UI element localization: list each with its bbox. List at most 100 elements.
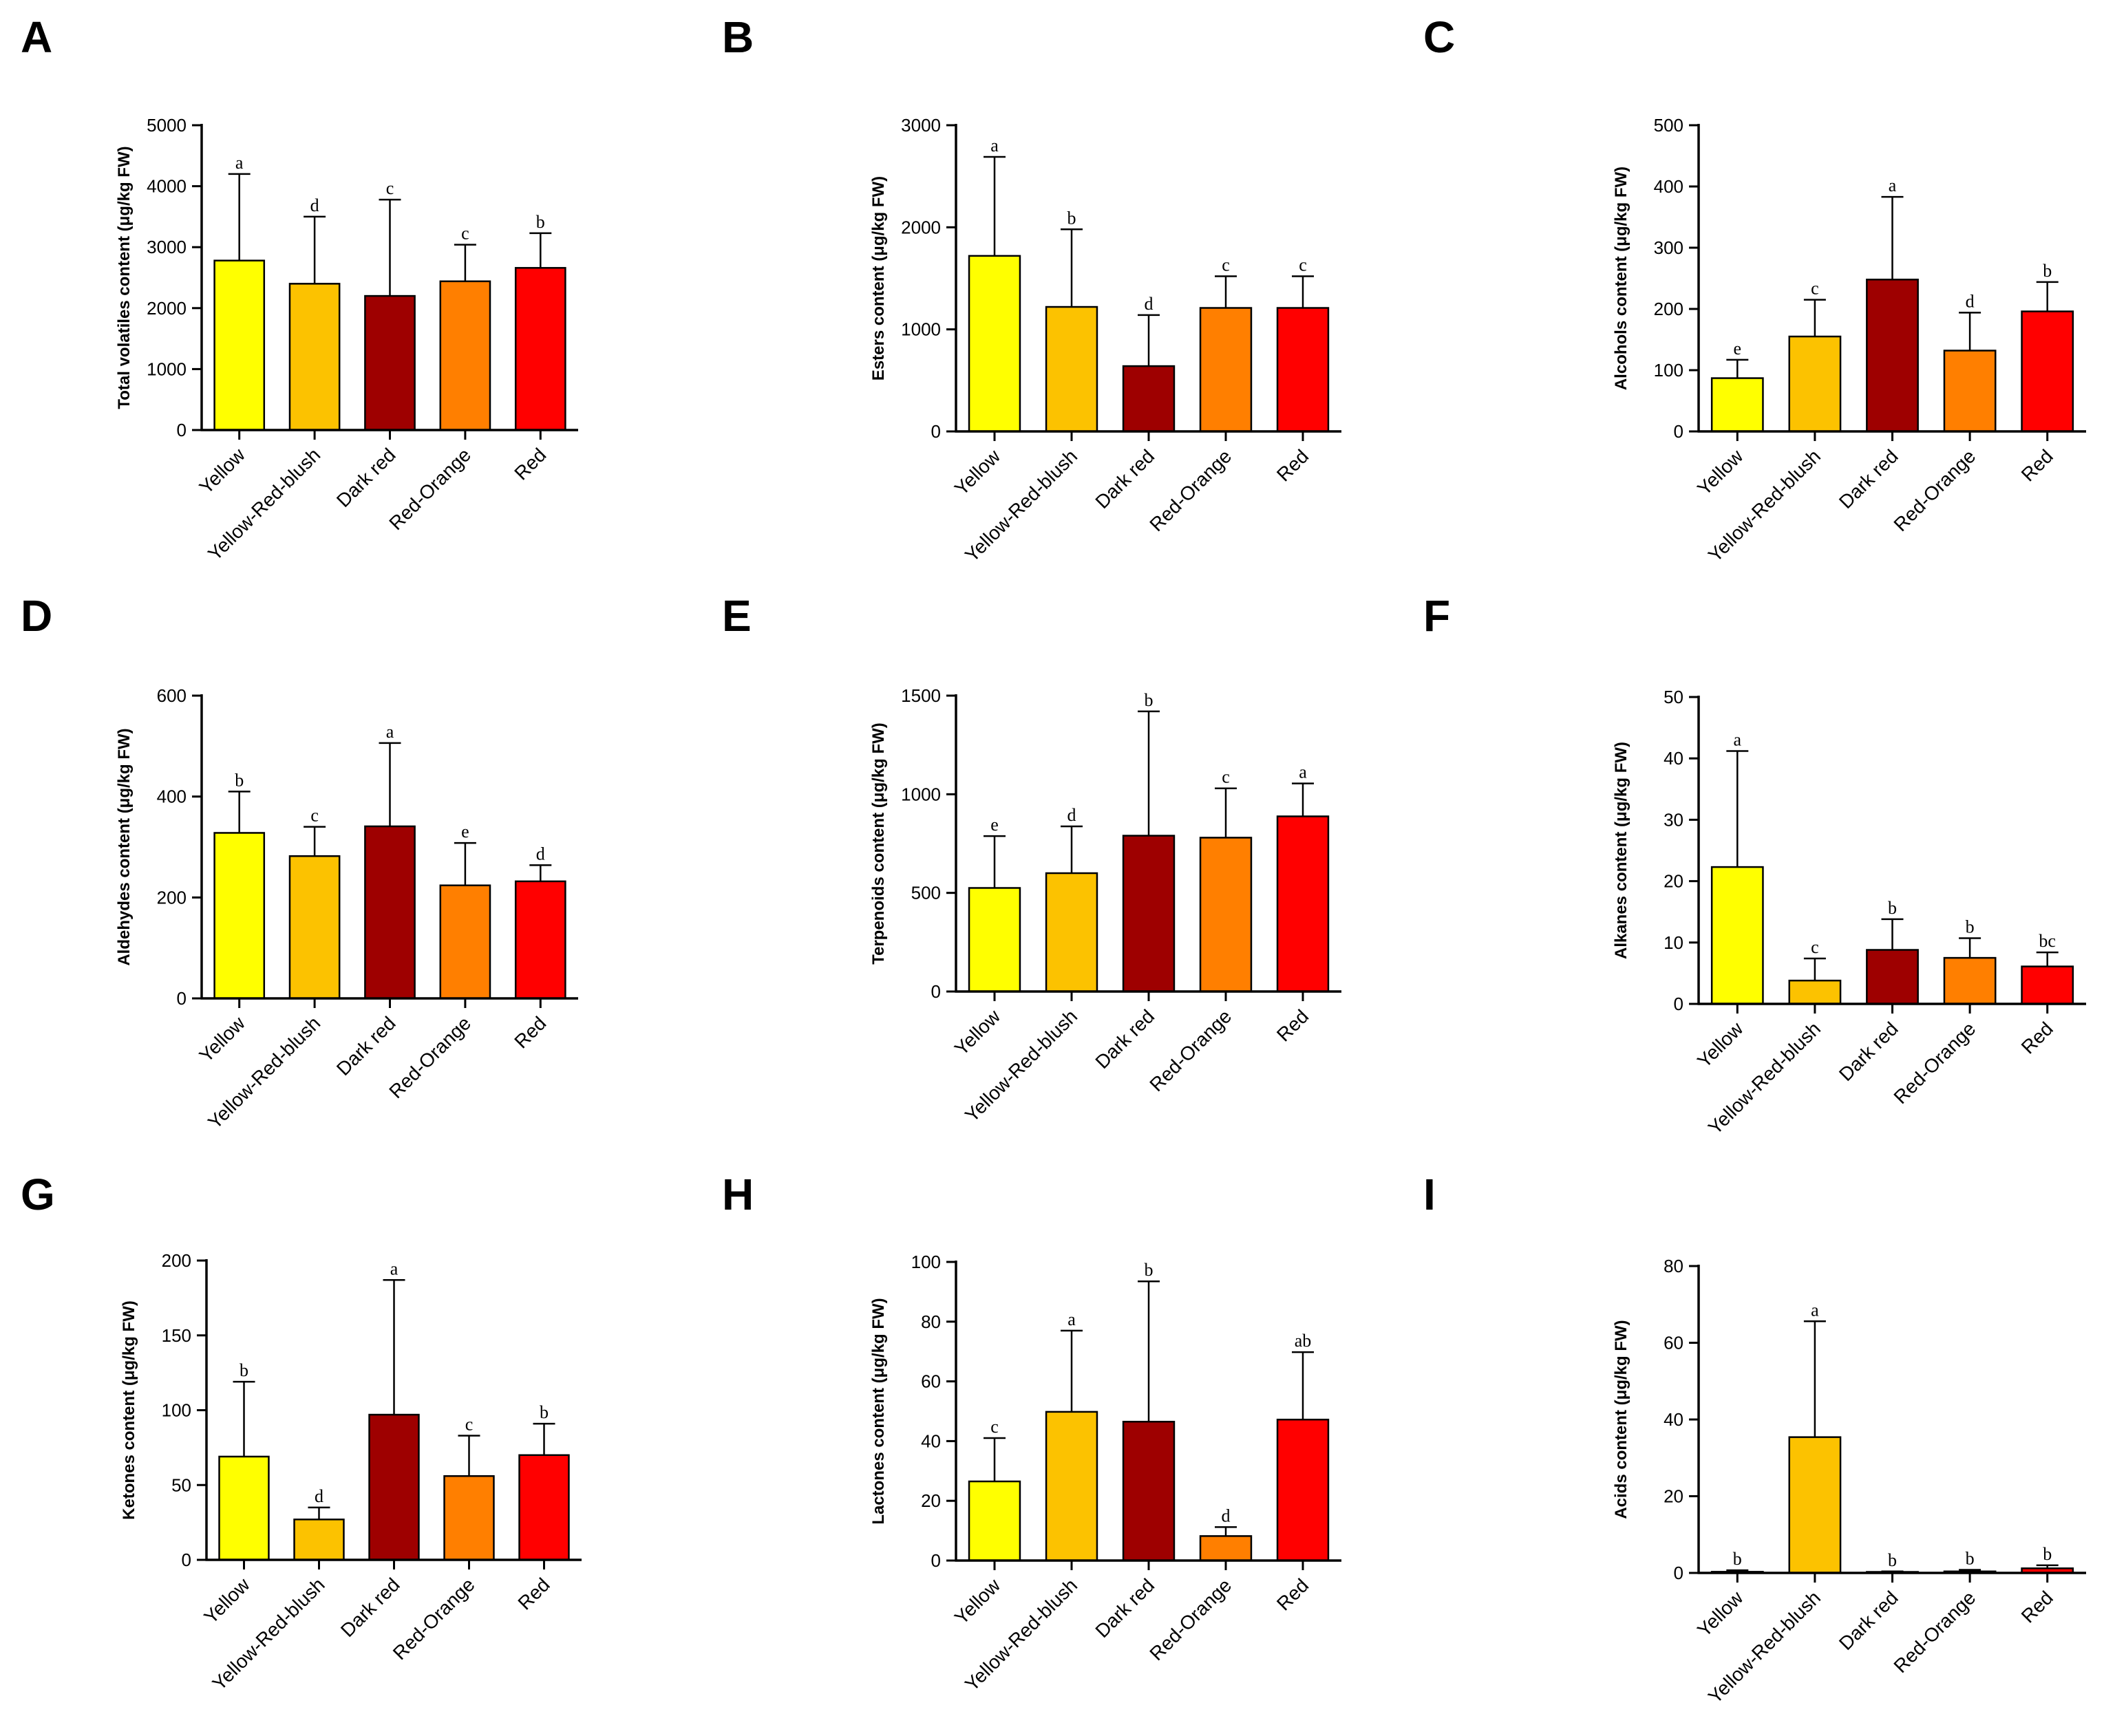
significance-letter: c xyxy=(461,224,469,244)
panel-d: D Aldehydes content (μg/kg FW) b Yellow c Ye… xyxy=(0,579,701,1157)
x-tick-label: Dark red xyxy=(1835,1587,1902,1654)
significance-letter: b xyxy=(1888,1550,1897,1570)
panel-h: H Lactones content (μg/kg FW) c Yellow a Yel… xyxy=(701,1157,1403,1736)
y-tick-label: 0 xyxy=(1674,421,1683,442)
x-tick-label: Red-Orange xyxy=(385,1012,475,1102)
panel-i: I Acids content (μg/kg FW) b Yellow a Yellow… xyxy=(1403,1157,2104,1736)
y-tick-label: 150 xyxy=(162,1325,191,1346)
bar xyxy=(1788,1436,1842,1574)
bar xyxy=(1276,815,1330,993)
significance-letter: b xyxy=(235,770,244,790)
y-tick-label: 0 xyxy=(177,420,187,440)
x-tick-label: Red xyxy=(510,1012,550,1052)
significance-letter: a xyxy=(235,153,244,173)
bar xyxy=(514,267,566,431)
bar xyxy=(1045,872,1098,993)
significance-letter: a xyxy=(1067,1309,1076,1329)
bar xyxy=(1276,1418,1330,1562)
y-tick-label: 20 xyxy=(921,1490,941,1511)
x-tick-label: Red-Orange xyxy=(1145,445,1235,535)
significance-letter: b xyxy=(2043,1544,2052,1564)
significance-letter: e xyxy=(461,822,469,842)
y-tick-label: 0 xyxy=(931,1550,941,1571)
x-tick-label: Red-Orange xyxy=(1889,1587,1979,1677)
significance-letter: b xyxy=(1966,917,1975,937)
bar xyxy=(518,1454,570,1561)
x-tick-label: Red-Orange xyxy=(385,444,475,534)
significance-letter: a xyxy=(386,722,394,742)
y-tick-label: 300 xyxy=(1654,237,1683,258)
bar xyxy=(2021,310,2074,433)
significance-letter: ab xyxy=(1295,1331,1312,1351)
bar xyxy=(1045,1411,1098,1562)
bar xyxy=(1122,835,1176,993)
bar xyxy=(514,880,566,1000)
bar xyxy=(968,887,1021,993)
y-tick-label: 40 xyxy=(1664,1409,1683,1430)
y-tick-label: 0 xyxy=(1674,994,1683,1014)
significance-letter: c xyxy=(990,1417,999,1437)
y-axis-label: Alkanes content (μg/kg FW) xyxy=(1612,742,1630,959)
y-axis-label: Esters content (μg/kg FW) xyxy=(869,176,888,381)
panel-letter: B xyxy=(722,12,754,62)
y-tick-label: 100 xyxy=(1654,360,1683,381)
chart-a: Total volatiles content (μg/kg FW) a Yello… xyxy=(115,115,578,565)
y-tick-label: 1000 xyxy=(901,319,941,340)
bar xyxy=(1199,1535,1253,1562)
significance-letter: b xyxy=(1888,898,1897,918)
chart-f: Alkanes content (μg/kg FW)aYellowcYellow… xyxy=(1612,687,2086,1139)
y-tick-label: 2000 xyxy=(901,217,941,237)
bar xyxy=(1276,307,1330,433)
x-tick-label: Red-Orange xyxy=(1889,445,1979,535)
panel-a: A Total volatiles content (μg/kg FW) a Yel… xyxy=(0,0,701,579)
y-tick-label: 10 xyxy=(1664,932,1683,953)
y-tick-label: 20 xyxy=(1664,871,1683,892)
y-axis-label: Lactones content (μg/kg FW) xyxy=(869,1298,888,1524)
y-tick-label: 100 xyxy=(162,1400,191,1421)
x-tick-label: Dark red xyxy=(332,444,400,511)
y-tick-label: 400 xyxy=(157,786,187,807)
significance-letter: a xyxy=(1299,762,1307,782)
bar xyxy=(1045,306,1098,433)
significance-letter: b xyxy=(1067,208,1076,228)
bar xyxy=(1199,307,1253,433)
panel-letter: F xyxy=(1423,591,1451,641)
y-tick-label: 500 xyxy=(1654,115,1683,136)
panel-letter: G xyxy=(21,1170,55,1219)
x-tick-label: Red xyxy=(1273,445,1313,485)
significance-letter: a xyxy=(1889,175,1897,195)
y-axis-label: Ketones content (μg/kg FW) xyxy=(120,1300,138,1520)
panel-c: C Alcohols content (μg/kg FW) e Yellow c Yel… xyxy=(1403,0,2104,579)
significance-letter: b xyxy=(540,1402,549,1422)
x-tick-label: Yellow xyxy=(1693,445,1747,500)
panel-f: F Alkanes content (μg/kg FW) a Yellow c Yell… xyxy=(1403,579,2104,1157)
bar xyxy=(364,825,416,1000)
bar xyxy=(1710,377,1764,433)
x-tick-label: Red xyxy=(2017,1018,2057,1058)
x-tick-label: Red xyxy=(513,1574,553,1614)
y-tick-label: 2000 xyxy=(147,298,187,319)
chart-d: Aldehydes content (μg/kg FW) bYellowcYell… xyxy=(115,685,578,1133)
significance-letter: c xyxy=(310,806,319,826)
panel-letter: I xyxy=(1423,1170,1436,1219)
y-axis-label: Aldehydes content (μg/kg FW) xyxy=(115,728,134,965)
x-tick-label: Yellow xyxy=(1693,1018,1747,1072)
panel-letter: C xyxy=(1423,12,1456,62)
chart-b: Esters content (μg/kg FW)aYellowbYellow-… xyxy=(869,115,1341,566)
bar xyxy=(1788,335,1842,433)
x-tick-label: Yellow xyxy=(1693,1587,1747,1641)
y-tick-label: 500 xyxy=(911,883,941,903)
y-tick-label: 40 xyxy=(1664,748,1683,769)
bar xyxy=(2021,965,2074,1005)
bar xyxy=(1866,279,1919,433)
y-tick-label: 60 xyxy=(1664,1333,1683,1353)
chart-i: Acids content (μg/kg FW)bYellowaYellow-R… xyxy=(1612,1256,2086,1708)
y-tick-label: 200 xyxy=(1654,299,1683,319)
significance-letter: bc xyxy=(2039,931,2056,951)
bar xyxy=(1943,956,1997,1005)
x-tick-label: Dark red xyxy=(1835,445,1902,513)
y-tick-label: 1000 xyxy=(901,784,941,804)
y-tick-label: 1500 xyxy=(901,685,941,706)
panel-letter: H xyxy=(722,1170,754,1219)
